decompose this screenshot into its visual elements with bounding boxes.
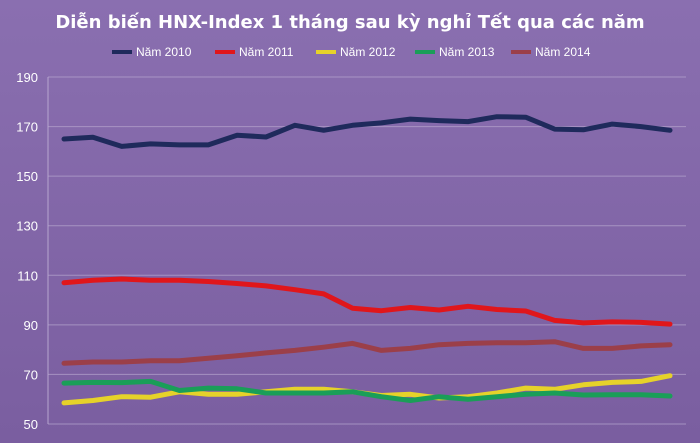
series-lines bbox=[61, 114, 673, 406]
y-axis-ticks: 50 70 90 110 130 150 170 190 bbox=[16, 70, 38, 432]
legend-label: Năm 2011 bbox=[239, 45, 294, 59]
grid-lines bbox=[47, 76, 686, 425]
y-tick-label: 90 bbox=[24, 318, 38, 333]
y-tick-label: 110 bbox=[17, 268, 38, 283]
series-line bbox=[61, 114, 673, 149]
y-tick-label: 150 bbox=[16, 169, 38, 184]
y-tick-label: 70 bbox=[24, 367, 38, 382]
series-line bbox=[61, 276, 673, 327]
series-line bbox=[61, 339, 673, 366]
legend-label: Năm 2014 bbox=[535, 45, 591, 59]
y-tick-label: 130 bbox=[16, 219, 38, 234]
y-tick-label: 170 bbox=[16, 120, 38, 135]
legend-label: Năm 2012 bbox=[340, 45, 396, 59]
y-tick-label: 50 bbox=[24, 417, 38, 432]
y-tick-label: 190 bbox=[16, 70, 38, 85]
chart-title: Diễn biến HNX-Index 1 tháng sau kỳ nghỉ … bbox=[55, 11, 644, 33]
legend: Năm 2010 Năm 2011 Năm 2012 Năm 2013 Năm 2014 bbox=[112, 45, 591, 59]
legend-label: Năm 2013 bbox=[439, 45, 495, 59]
series-line bbox=[61, 378, 673, 403]
legend-label: Năm 2010 bbox=[136, 45, 192, 59]
